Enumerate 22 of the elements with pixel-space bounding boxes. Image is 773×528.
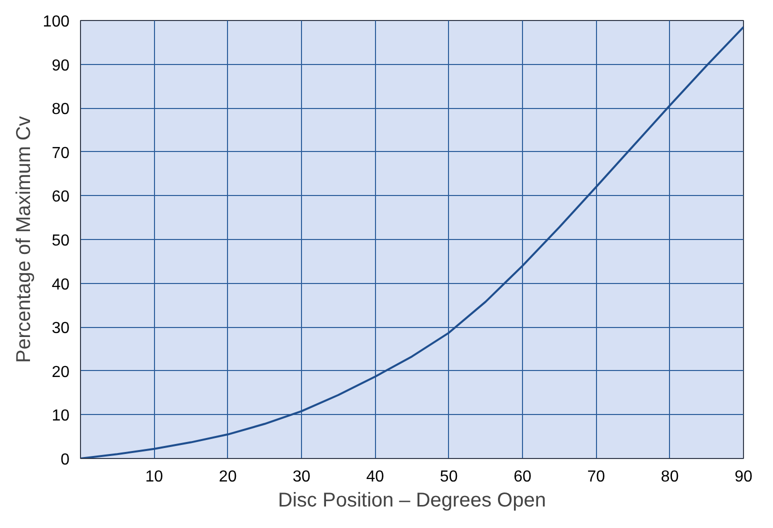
- y-tick-label: 50: [52, 232, 70, 250]
- y-tick-label: 40: [52, 276, 70, 294]
- x-tick-label: 70: [587, 468, 606, 486]
- y-tick-label: 30: [52, 320, 70, 338]
- x-tick-label: 20: [218, 468, 237, 486]
- y-tick-label: 10: [52, 408, 70, 425]
- x-tick-label: 50: [440, 468, 458, 486]
- x-tick-label: 10: [145, 468, 164, 486]
- x-tick-label: 90: [734, 468, 752, 486]
- x-axis-title: Disc Position – Degrees Open: [278, 490, 546, 512]
- y-tick-label: 0: [60, 452, 70, 468]
- x-tick-label: 80: [660, 468, 679, 486]
- y-tick-label: 90: [52, 57, 70, 74]
- y-tick-label: 80: [52, 101, 70, 118]
- y-axis-title: Percentage of Maximum Cv: [12, 116, 35, 363]
- y-tick-label: 100: [42, 14, 70, 30]
- y-tick-label: 20: [52, 364, 70, 381]
- y-tick-label: 70: [52, 144, 70, 162]
- x-tick-label: 30: [292, 468, 310, 486]
- x-tick-label: 40: [366, 468, 384, 486]
- y-tick-label: 60: [52, 188, 70, 206]
- x-tick-label: 60: [514, 468, 532, 486]
